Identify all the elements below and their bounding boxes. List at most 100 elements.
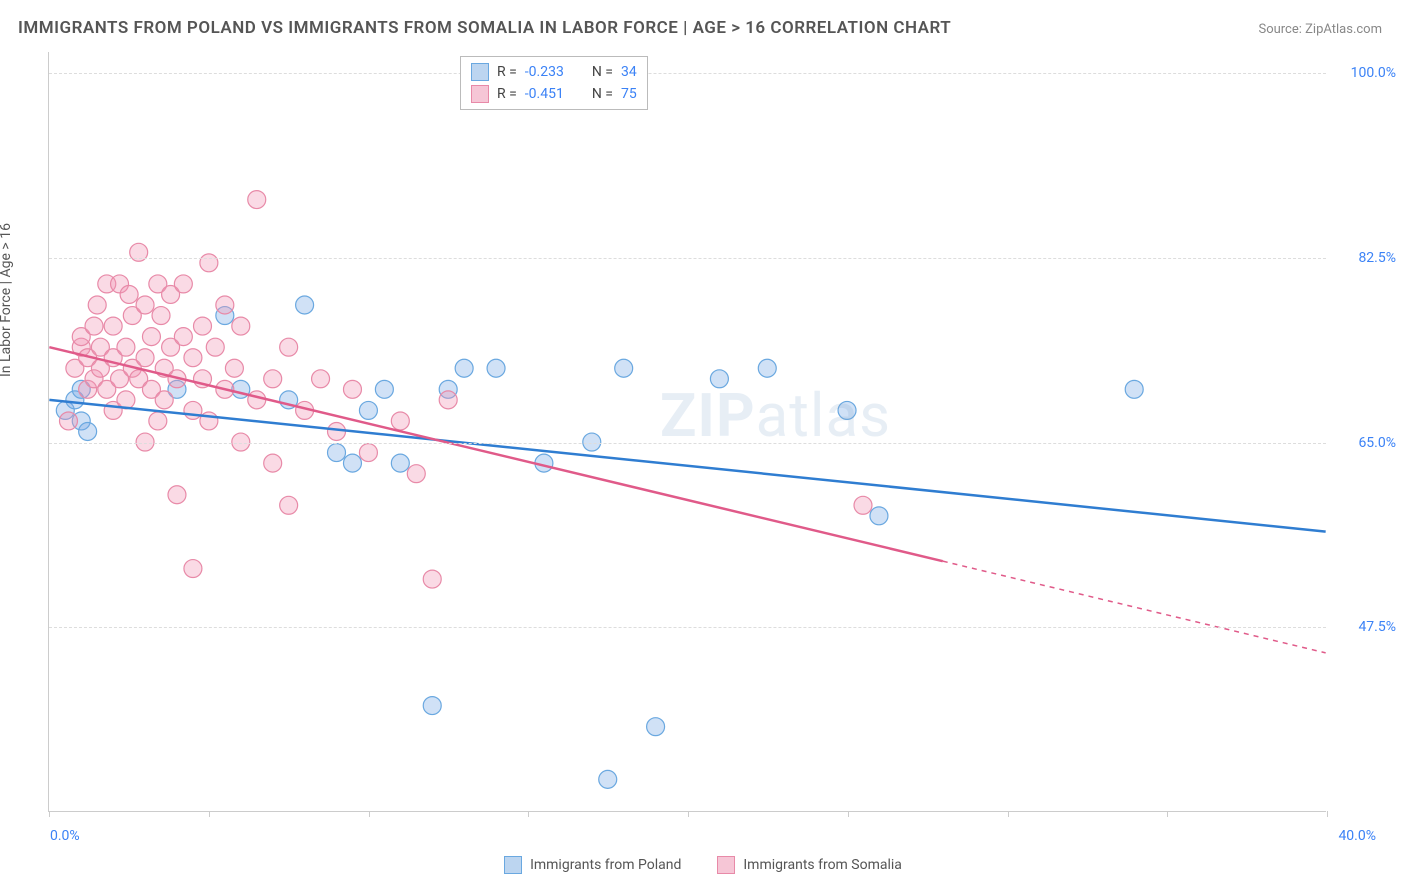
scatter-point-poland xyxy=(79,423,97,441)
x-tick xyxy=(848,811,849,817)
scatter-point-somalia xyxy=(200,254,218,272)
legend-label: Immigrants from Somalia xyxy=(743,857,902,873)
scatter-point-poland xyxy=(375,380,393,398)
gridline xyxy=(49,73,1326,74)
scatter-point-somalia xyxy=(117,338,135,356)
watermark: ZIPatlas xyxy=(660,380,891,451)
scatter-point-somalia xyxy=(184,401,202,419)
scatter-point-somalia xyxy=(328,423,346,441)
legend-correlation: R = -0.233 N = 34 R = -0.451 N = 75 xyxy=(460,56,648,110)
scatter-point-somalia xyxy=(216,296,234,314)
gridline xyxy=(49,258,1326,259)
x-tick xyxy=(1167,811,1168,817)
scatter-point-somalia xyxy=(194,317,212,335)
legend-label: Immigrants from Poland xyxy=(530,857,681,873)
scatter-point-somalia xyxy=(155,391,173,409)
scatter-point-poland xyxy=(1125,380,1143,398)
r-value: -0.451 xyxy=(525,86,564,102)
watermark-light: atlas xyxy=(756,380,891,451)
legend-swatch xyxy=(504,856,522,874)
n-value: 75 xyxy=(621,86,637,102)
legend-item-somalia: Immigrants from Somalia xyxy=(717,856,902,874)
scatter-point-poland xyxy=(328,444,346,462)
source-label: Source: ZipAtlas.com xyxy=(1258,22,1382,37)
scatter-point-poland xyxy=(758,359,776,377)
r-value: -0.233 xyxy=(525,64,564,80)
r-label: R = xyxy=(497,64,517,80)
scatter-point-somalia xyxy=(152,307,170,325)
legend-swatch xyxy=(471,85,489,103)
trend-line-ext-somalia xyxy=(943,561,1326,653)
x-max-label: 40.0% xyxy=(1338,828,1376,844)
scatter-point-somalia xyxy=(439,391,457,409)
x-tick xyxy=(528,811,529,817)
scatter-point-somalia xyxy=(59,412,77,430)
scatter-point-somalia xyxy=(142,328,160,346)
scatter-point-somalia xyxy=(280,338,298,356)
legend-corr-row-poland: R = -0.233 N = 34 xyxy=(471,61,637,83)
y-tick-label: 82.5% xyxy=(1336,250,1396,266)
scatter-point-somalia xyxy=(854,496,872,514)
x-tick xyxy=(369,811,370,817)
scatter-point-somalia xyxy=(359,444,377,462)
scatter-point-somalia xyxy=(136,349,154,367)
legend-corr-row-somalia: R = -0.451 N = 75 xyxy=(471,83,637,105)
scatter-point-somalia xyxy=(391,412,409,430)
y-axis-label: In Labor Force | Age > 16 xyxy=(0,223,14,377)
scatter-point-somalia xyxy=(104,317,122,335)
chart-title: IMMIGRANTS FROM POLAND VS IMMIGRANTS FRO… xyxy=(18,18,951,38)
legend-item-poland: Immigrants from Poland xyxy=(504,856,681,874)
scatter-point-somalia xyxy=(136,296,154,314)
scatter-point-poland xyxy=(359,401,377,419)
scatter-point-poland xyxy=(296,296,314,314)
scatter-point-somalia xyxy=(88,296,106,314)
scatter-point-somalia xyxy=(264,370,282,388)
x-tick xyxy=(209,811,210,817)
scatter-point-somalia xyxy=(423,570,441,588)
scatter-point-somalia xyxy=(149,412,167,430)
scatter-point-somalia xyxy=(120,285,138,303)
y-tick-label: 65.0% xyxy=(1336,435,1396,451)
scatter-point-somalia xyxy=(206,338,224,356)
scatter-point-somalia xyxy=(184,349,202,367)
n-label: N = xyxy=(592,64,613,80)
n-value: 34 xyxy=(621,64,637,80)
scatter-point-somalia xyxy=(184,560,202,578)
y-tick-label: 47.5% xyxy=(1336,619,1396,635)
x-tick xyxy=(1008,811,1009,817)
scatter-point-somalia xyxy=(280,496,298,514)
scatter-point-somalia xyxy=(343,380,361,398)
scatter-point-somalia xyxy=(174,328,192,346)
scatter-point-somalia xyxy=(248,191,266,209)
scatter-point-poland xyxy=(615,359,633,377)
scatter-point-poland xyxy=(870,507,888,525)
x-tick xyxy=(688,811,689,817)
scatter-point-poland xyxy=(455,359,473,377)
gridline xyxy=(49,627,1326,628)
scatter-point-somalia xyxy=(174,275,192,293)
scatter-point-somalia xyxy=(85,317,103,335)
x-tick xyxy=(49,811,50,817)
scatter-point-poland xyxy=(343,454,361,472)
legend-swatch xyxy=(717,856,735,874)
legend-series: Immigrants from Poland Immigrants from So… xyxy=(0,856,1406,874)
x-min-label: 0.0% xyxy=(50,828,80,844)
n-label: N = xyxy=(592,86,613,102)
scatter-point-poland xyxy=(423,697,441,715)
scatter-point-somalia xyxy=(225,359,243,377)
legend-swatch xyxy=(471,63,489,81)
scatter-point-somalia xyxy=(232,317,250,335)
y-tick-label: 100.0% xyxy=(1336,65,1396,81)
scatter-point-poland xyxy=(599,770,617,788)
x-tick xyxy=(1327,811,1328,817)
scatter-point-somalia xyxy=(264,454,282,472)
scatter-point-poland xyxy=(647,718,665,736)
r-label: R = xyxy=(497,86,517,102)
scatter-point-poland xyxy=(391,454,409,472)
scatter-point-somalia xyxy=(407,465,425,483)
scatter-point-somalia xyxy=(312,370,330,388)
scatter-point-somalia xyxy=(168,486,186,504)
scatter-point-somalia xyxy=(248,391,266,409)
watermark-bold: ZIP xyxy=(660,380,756,451)
scatter-point-poland xyxy=(487,359,505,377)
